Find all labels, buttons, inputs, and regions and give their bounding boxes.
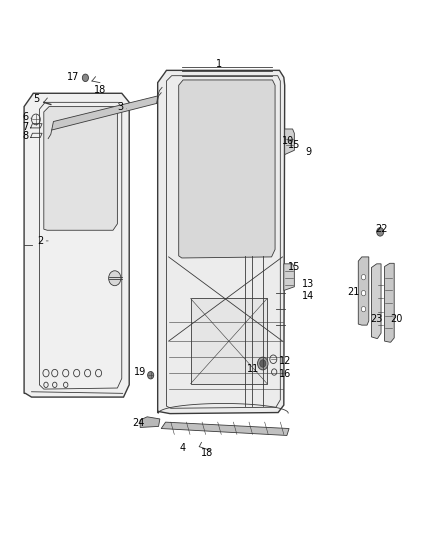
Polygon shape: [284, 264, 294, 290]
Polygon shape: [358, 257, 369, 325]
Circle shape: [361, 306, 366, 312]
Polygon shape: [24, 93, 129, 397]
Circle shape: [109, 271, 121, 286]
Circle shape: [361, 274, 366, 280]
Text: 2: 2: [37, 236, 43, 246]
Polygon shape: [140, 417, 160, 427]
Circle shape: [258, 357, 268, 370]
Text: 7: 7: [22, 122, 28, 132]
Text: 4: 4: [180, 443, 186, 453]
Text: 16: 16: [279, 369, 292, 379]
Circle shape: [361, 290, 366, 296]
Text: 11: 11: [247, 364, 259, 374]
Polygon shape: [385, 263, 394, 342]
Text: 22: 22: [376, 224, 388, 234]
Circle shape: [260, 360, 266, 367]
Text: 17: 17: [67, 72, 79, 82]
Text: 15: 15: [288, 262, 300, 271]
Text: 15: 15: [288, 140, 300, 150]
Text: 21: 21: [348, 287, 360, 297]
Text: 1: 1: [216, 59, 222, 69]
Polygon shape: [158, 70, 285, 414]
Text: 20: 20: [391, 314, 403, 324]
Text: 8: 8: [22, 131, 28, 141]
Text: 9: 9: [305, 147, 311, 157]
Polygon shape: [179, 80, 275, 258]
Text: 3: 3: [117, 102, 124, 111]
Text: 18: 18: [94, 85, 106, 94]
Text: 13: 13: [302, 279, 314, 288]
Polygon shape: [191, 298, 267, 384]
Text: 24: 24: [132, 418, 145, 428]
Text: 12: 12: [279, 357, 292, 366]
Circle shape: [82, 74, 88, 82]
Text: 23: 23: [371, 314, 383, 324]
Polygon shape: [161, 422, 289, 435]
Polygon shape: [285, 129, 294, 155]
Text: 6: 6: [22, 112, 28, 122]
Polygon shape: [52, 96, 158, 130]
Text: 14: 14: [302, 291, 314, 301]
Text: 18: 18: [201, 448, 213, 458]
Text: 10: 10: [282, 136, 294, 146]
Circle shape: [148, 372, 154, 379]
Polygon shape: [371, 264, 381, 338]
Text: 5: 5: [33, 94, 39, 104]
Circle shape: [377, 228, 384, 236]
Text: 19: 19: [134, 367, 146, 377]
Polygon shape: [44, 107, 117, 230]
